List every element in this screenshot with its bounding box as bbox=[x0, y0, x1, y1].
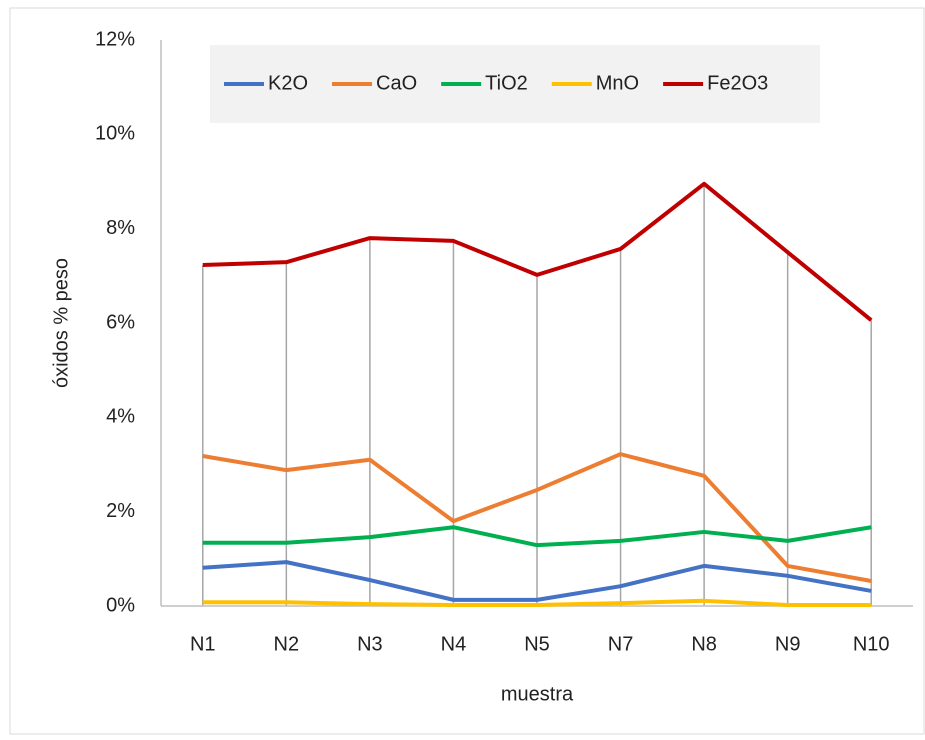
x-tick-label: N2 bbox=[274, 633, 300, 655]
legend-label: CaO bbox=[376, 72, 417, 94]
y-tick-label: 2% bbox=[106, 500, 135, 522]
y-tick-label: 0% bbox=[106, 594, 135, 616]
legend-label: Fe2O3 bbox=[707, 72, 768, 94]
y-tick-label: 12% bbox=[95, 28, 135, 50]
y-tick-label: 10% bbox=[95, 123, 135, 145]
x-tick-label: N4 bbox=[441, 633, 467, 655]
x-tick-label: N7 bbox=[608, 633, 634, 655]
series-line bbox=[202, 525, 872, 548]
x-tick-label: N9 bbox=[775, 633, 801, 655]
y-tick-label: 4% bbox=[106, 406, 135, 428]
series-line bbox=[202, 181, 873, 322]
series-line bbox=[202, 598, 872, 608]
legend-box bbox=[210, 45, 820, 123]
series-line bbox=[202, 452, 872, 583]
legend-label: TiO2 bbox=[485, 72, 528, 94]
y-tick-label: 8% bbox=[106, 217, 135, 239]
x-axis-label: muestra bbox=[501, 683, 574, 705]
x-tick-label: N8 bbox=[691, 633, 717, 655]
x-tick-label: N5 bbox=[524, 633, 550, 655]
series-line bbox=[202, 560, 872, 602]
y-tick-label: 6% bbox=[106, 311, 135, 333]
x-tick-label: N10 bbox=[853, 633, 890, 655]
x-tick-label: N1 bbox=[190, 633, 216, 655]
chart-border bbox=[9, 7, 925, 735]
legend-label: K2O bbox=[268, 72, 308, 94]
y-axis-label: óxidos % peso bbox=[50, 258, 72, 388]
legend-label: MnO bbox=[596, 72, 639, 94]
x-tick-label: N3 bbox=[357, 633, 383, 655]
